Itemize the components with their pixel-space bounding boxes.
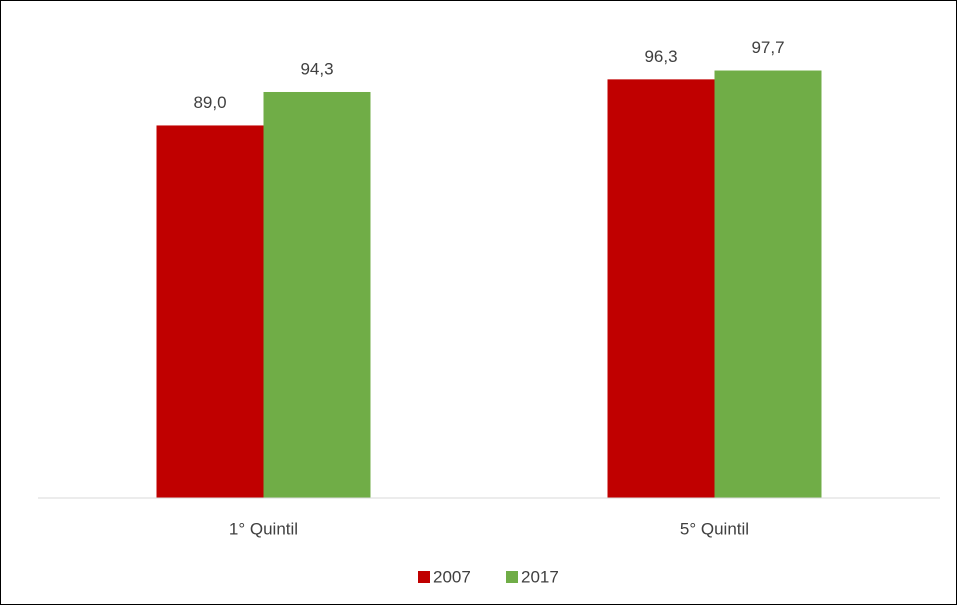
legend-swatch — [506, 571, 518, 583]
data-label: 94,3 — [300, 59, 333, 78]
data-label: 96,3 — [644, 47, 677, 66]
bar — [714, 70, 822, 498]
bar — [263, 91, 371, 499]
bar — [156, 125, 264, 498]
legend-label: 2007 — [433, 567, 471, 586]
legend-label: 2017 — [521, 567, 559, 586]
data-label: 89,0 — [193, 93, 226, 112]
data-label: 97,7 — [751, 38, 784, 57]
x-tick-label: 1° Quintil — [229, 519, 298, 538]
legend-swatch — [418, 571, 430, 583]
bar — [607, 79, 715, 498]
x-tick-label: 5° Quintil — [680, 519, 749, 538]
